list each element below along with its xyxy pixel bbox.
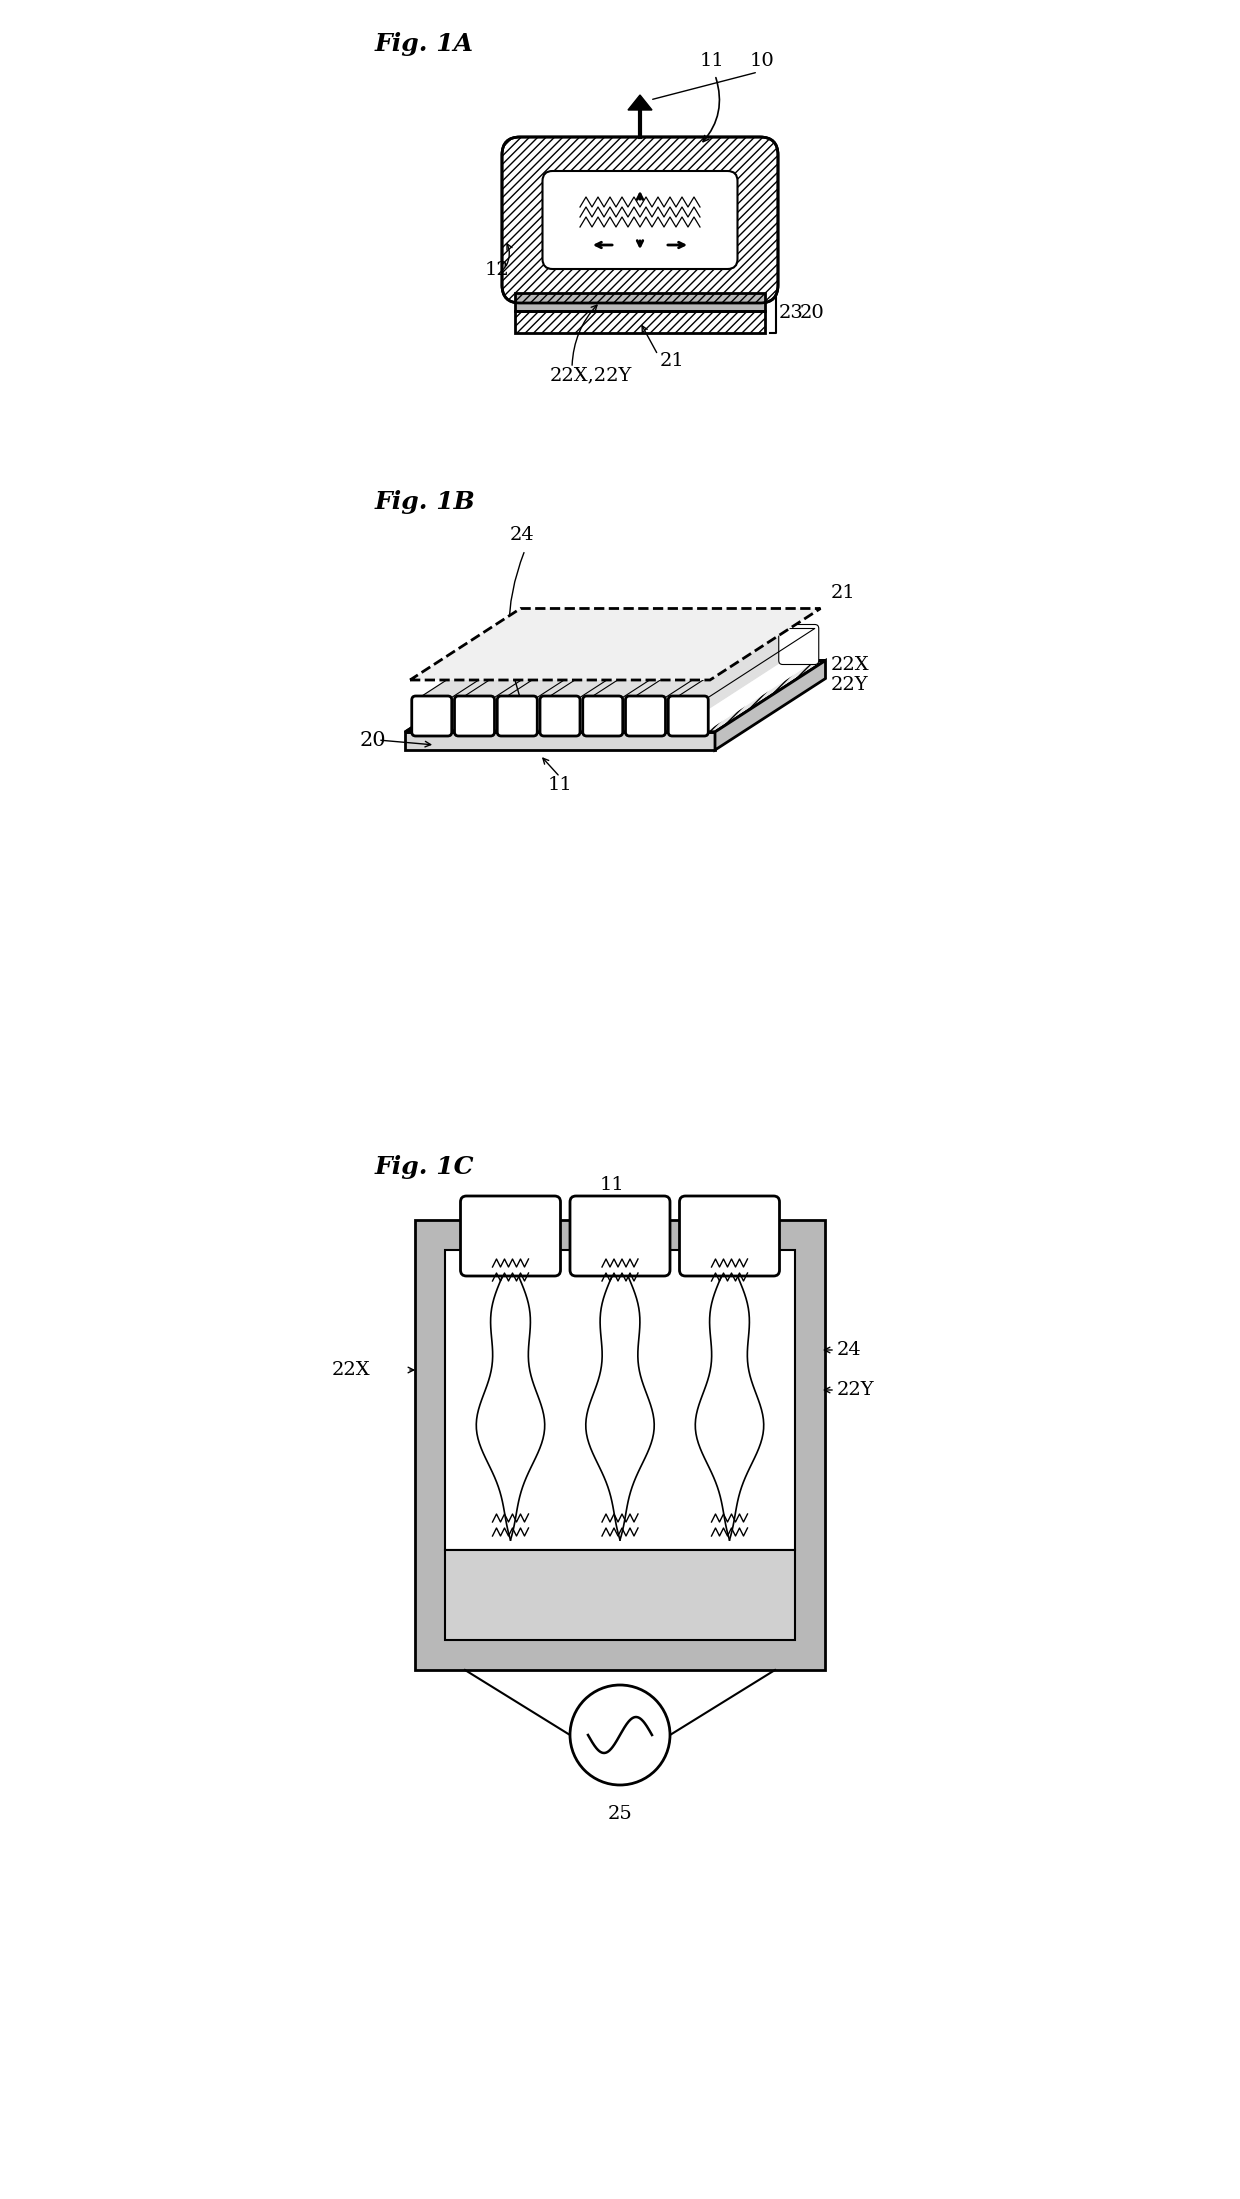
FancyBboxPatch shape [737,625,776,664]
Polygon shape [587,629,697,732]
Text: 20: 20 [360,730,387,750]
Polygon shape [587,660,729,732]
FancyBboxPatch shape [668,697,708,737]
Text: Fig. 1C: Fig. 1C [374,1154,475,1179]
FancyBboxPatch shape [583,697,622,737]
FancyBboxPatch shape [779,625,818,664]
Text: 22Y: 22Y [831,677,868,695]
Bar [445,1249,795,1550]
FancyBboxPatch shape [565,625,605,664]
Text: 10: 10 [750,53,775,70]
Polygon shape [672,660,815,732]
FancyBboxPatch shape [412,697,451,737]
Text: 24: 24 [510,526,534,543]
FancyBboxPatch shape [608,625,647,664]
Bar [415,1220,825,1669]
Polygon shape [405,660,826,732]
FancyBboxPatch shape [570,1196,670,1275]
Text: Fig. 1B: Fig. 1B [374,490,476,515]
FancyBboxPatch shape [460,1196,560,1275]
Text: 22X: 22X [831,658,869,675]
Polygon shape [415,629,526,732]
Text: 25: 25 [608,1805,632,1823]
Text: 22X: 22X [331,1361,370,1379]
Polygon shape [544,629,687,699]
FancyBboxPatch shape [693,625,733,664]
Polygon shape [405,732,715,750]
Text: 21: 21 [831,585,856,603]
Text: 22X,22Y: 22X,22Y [551,365,632,385]
Text: 22Y: 22Y [837,1381,874,1399]
Text: 11: 11 [548,776,573,794]
Polygon shape [630,629,740,732]
Polygon shape [672,629,782,732]
Polygon shape [630,629,773,699]
Polygon shape [544,629,655,732]
Text: Fig. 1A: Fig. 1A [374,33,474,55]
Text: 23: 23 [779,303,804,321]
Polygon shape [410,609,821,679]
Text: 11: 11 [701,53,724,70]
Polygon shape [459,660,601,732]
Polygon shape [501,629,611,732]
Bar [515,310,765,332]
Bar [445,1550,795,1640]
Bar [515,292,765,310]
Polygon shape [415,629,558,699]
Polygon shape [459,629,601,699]
FancyBboxPatch shape [543,172,738,268]
Text: 24: 24 [837,1341,862,1359]
FancyBboxPatch shape [625,697,666,737]
Circle shape [570,1684,670,1786]
Polygon shape [544,660,687,732]
Polygon shape [501,660,644,732]
Polygon shape [672,629,815,699]
FancyBboxPatch shape [651,625,691,664]
Text: 11: 11 [600,1176,625,1194]
FancyBboxPatch shape [455,697,495,737]
Polygon shape [415,660,558,732]
Polygon shape [627,95,652,110]
Polygon shape [459,629,569,732]
Polygon shape [715,660,826,750]
FancyBboxPatch shape [680,1196,780,1275]
Polygon shape [501,629,644,699]
Text: 21: 21 [660,352,684,369]
Text: 20: 20 [800,303,825,321]
FancyBboxPatch shape [522,625,562,664]
Polygon shape [630,660,773,732]
FancyBboxPatch shape [502,136,777,303]
FancyBboxPatch shape [497,697,537,737]
FancyBboxPatch shape [539,697,580,737]
Polygon shape [587,629,729,699]
Text: 12: 12 [485,262,510,279]
